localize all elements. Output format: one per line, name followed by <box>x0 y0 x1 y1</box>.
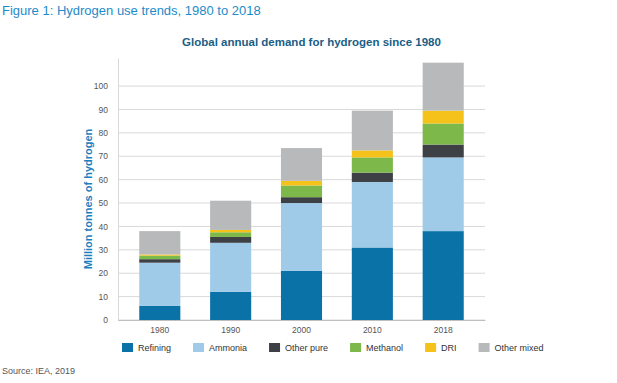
bar <box>281 203 322 271</box>
tick-label: 20 <box>99 268 109 278</box>
axis-line <box>119 320 486 321</box>
legend-label: Other pure <box>285 343 328 353</box>
tick: 2018 <box>434 320 453 335</box>
figure-title: Figure 1: Hydrogen use trends, 1980 to 2… <box>2 3 261 18</box>
tick: 2000 <box>292 320 311 335</box>
tick: 1990 <box>221 320 240 335</box>
series <box>139 63 463 255</box>
tick: 100 <box>94 81 118 91</box>
legend-swatch <box>479 343 490 352</box>
tick-label: 40 <box>99 222 109 232</box>
tick: 70 <box>99 151 118 161</box>
tick-label: 10 <box>99 292 109 302</box>
legend-label: Other mixed <box>495 343 544 353</box>
tick: 1980 <box>150 320 169 335</box>
bar <box>352 173 393 182</box>
legend: Refining Ammonia Other pure Methanol DRI Othe… <box>122 343 544 353</box>
tick: 60 <box>99 175 118 185</box>
tick-label: 50 <box>99 198 109 208</box>
legend-item: Refining <box>122 343 171 353</box>
bar <box>352 150 393 157</box>
y-axis-title: Million tonnes of hydrogen <box>82 128 94 269</box>
axis-line <box>118 59 119 321</box>
bar <box>352 182 393 248</box>
bar <box>281 185 322 197</box>
tick-label: 1990 <box>221 325 240 335</box>
bar <box>352 157 393 172</box>
legend-swatch <box>350 343 361 352</box>
legend-label: Ammonia <box>209 343 247 353</box>
bar <box>423 124 464 145</box>
legend-label: DRI <box>441 343 457 353</box>
bar <box>423 145 464 158</box>
tick-label: 70 <box>99 151 109 161</box>
tick-label: 80 <box>99 128 109 138</box>
bar <box>352 111 393 151</box>
x-axis: 1980 1990 2000 2010 2018 <box>119 320 486 335</box>
tick: 40 <box>99 222 118 232</box>
tick-label: 30 <box>99 245 109 255</box>
bar <box>423 111 464 124</box>
bar <box>423 63 464 111</box>
tick: 80 <box>99 128 118 138</box>
tick-label: 0 <box>103 315 108 325</box>
bar <box>210 230 251 232</box>
chart: Figure 1: Hydrogen use trends, 1980 to 2… <box>0 0 617 383</box>
bar <box>281 148 322 181</box>
legend-swatch <box>122 343 133 352</box>
bar <box>210 232 251 237</box>
y-axis: 0 10 20 30 40 50 60 70 80 90 100 <box>94 59 119 326</box>
legend-item: Methanol <box>350 343 403 353</box>
tick: 10 <box>99 292 118 302</box>
legend-swatch <box>425 343 436 352</box>
tick-label: 2018 <box>434 325 453 335</box>
legend-label: Refining <box>138 343 171 353</box>
bar <box>139 256 180 260</box>
grid <box>118 86 485 320</box>
bar <box>210 201 251 230</box>
tick: 30 <box>99 245 118 255</box>
legend-item: Other mixed <box>479 343 544 353</box>
bar <box>139 259 180 263</box>
bar <box>139 263 180 306</box>
tick-label: 90 <box>99 105 109 115</box>
tick-label: 1980 <box>150 325 169 335</box>
legend-item: DRI <box>425 343 457 353</box>
bar <box>139 255 180 256</box>
bar <box>352 247 393 320</box>
bar <box>423 231 464 320</box>
bar <box>281 197 322 203</box>
bar <box>210 243 251 292</box>
tick-label: 100 <box>94 81 108 91</box>
source: Source: IEA, 2019 <box>2 366 75 376</box>
tick-label: 2010 <box>363 325 382 335</box>
legend-label: Methanol <box>366 343 403 353</box>
legend-item: Ammonia <box>193 343 247 353</box>
bar <box>210 237 251 243</box>
bar <box>423 157 464 231</box>
tick-label: 60 <box>99 175 109 185</box>
bar <box>139 306 180 320</box>
legend-swatch <box>193 343 204 352</box>
legend-swatch <box>269 343 280 352</box>
tick: 0 <box>103 315 118 325</box>
series <box>139 145 463 263</box>
chart-title: Global annual demand for hydrogen since … <box>182 36 441 48</box>
tick: 50 <box>99 198 118 208</box>
tick: 20 <box>99 268 118 278</box>
bar <box>281 181 322 186</box>
tick: 90 <box>99 105 118 115</box>
series <box>139 111 463 256</box>
tick: 2010 <box>363 320 382 335</box>
series <box>139 124 463 260</box>
bar <box>210 292 251 320</box>
bars <box>139 63 463 320</box>
tick-label: 2000 <box>292 325 311 335</box>
bar <box>281 271 322 320</box>
bar <box>139 231 180 254</box>
legend-item: Other pure <box>269 343 328 353</box>
